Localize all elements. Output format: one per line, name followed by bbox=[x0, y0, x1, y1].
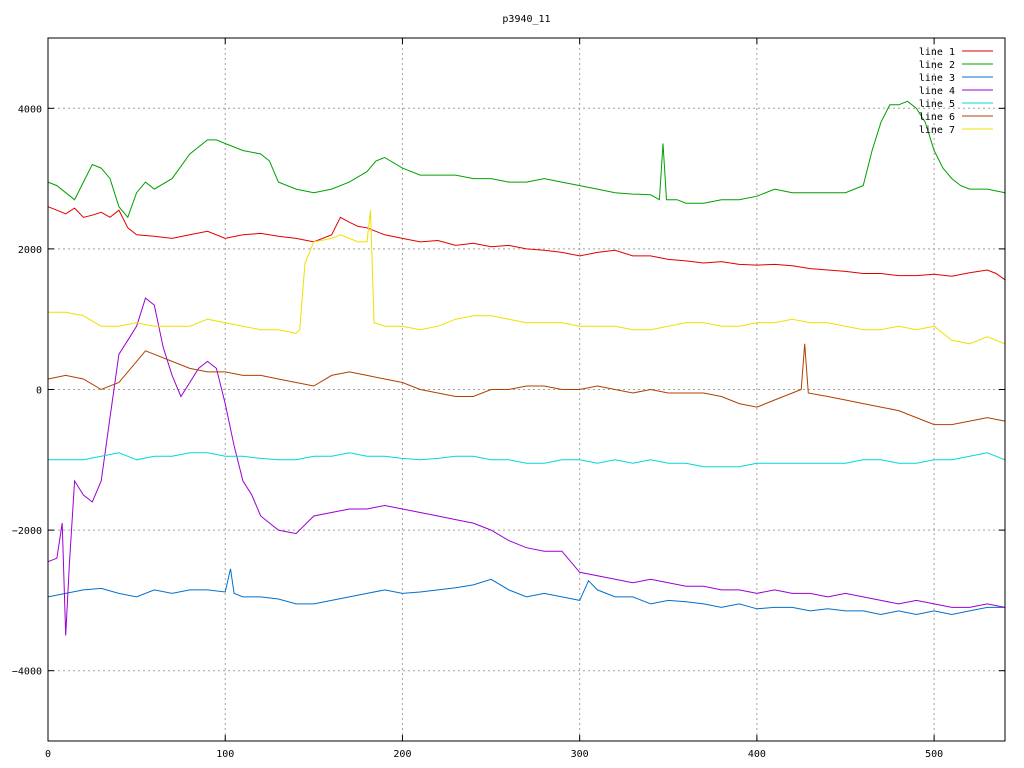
plot-frame bbox=[47, 37, 1006, 742]
legend-label: line 7 bbox=[919, 125, 955, 136]
legend-label: line 1 bbox=[919, 47, 955, 58]
legend-label: line 3 bbox=[919, 73, 955, 84]
series-line-2 bbox=[47, 100, 1006, 219]
chart-title: p3940_11 bbox=[502, 14, 550, 25]
x-tick-label: 200 bbox=[393, 749, 411, 760]
series-line-3 bbox=[47, 568, 1005, 616]
legend-label: line 5 bbox=[919, 99, 955, 110]
series-line-4 bbox=[47, 297, 1006, 636]
tick-layer: 0 100 200 300 400 500 −4000 −2000 0 2000 4000 bbox=[12, 38, 1005, 760]
legend-label: line 4 bbox=[919, 86, 955, 97]
grid-layer bbox=[48, 38, 1005, 741]
y-tick-label: −4000 bbox=[12, 667, 42, 678]
x-tick-label: 400 bbox=[748, 749, 766, 760]
legend-label: line 2 bbox=[919, 60, 955, 71]
legend: line 1 line 2 line 3 line 4 line 5 line 6 line… bbox=[919, 47, 993, 136]
y-tick-label: −2000 bbox=[12, 526, 42, 537]
series-line-7 bbox=[48, 210, 1006, 345]
series-line-5 bbox=[48, 452, 1006, 468]
series-layer bbox=[47, 100, 1006, 636]
x-tick-label: 500 bbox=[925, 749, 943, 760]
legend-label: line 6 bbox=[919, 112, 955, 123]
x-tick-label: 0 bbox=[45, 749, 51, 760]
x-tick-label: 100 bbox=[216, 749, 234, 760]
series-line-1 bbox=[47, 206, 1006, 281]
x-tick-label: 300 bbox=[571, 749, 589, 760]
y-tick-label: 0 bbox=[36, 386, 42, 397]
y-tick-label: 2000 bbox=[18, 245, 42, 256]
y-tick-label: 4000 bbox=[18, 104, 42, 115]
series-line-6 bbox=[47, 343, 1006, 426]
